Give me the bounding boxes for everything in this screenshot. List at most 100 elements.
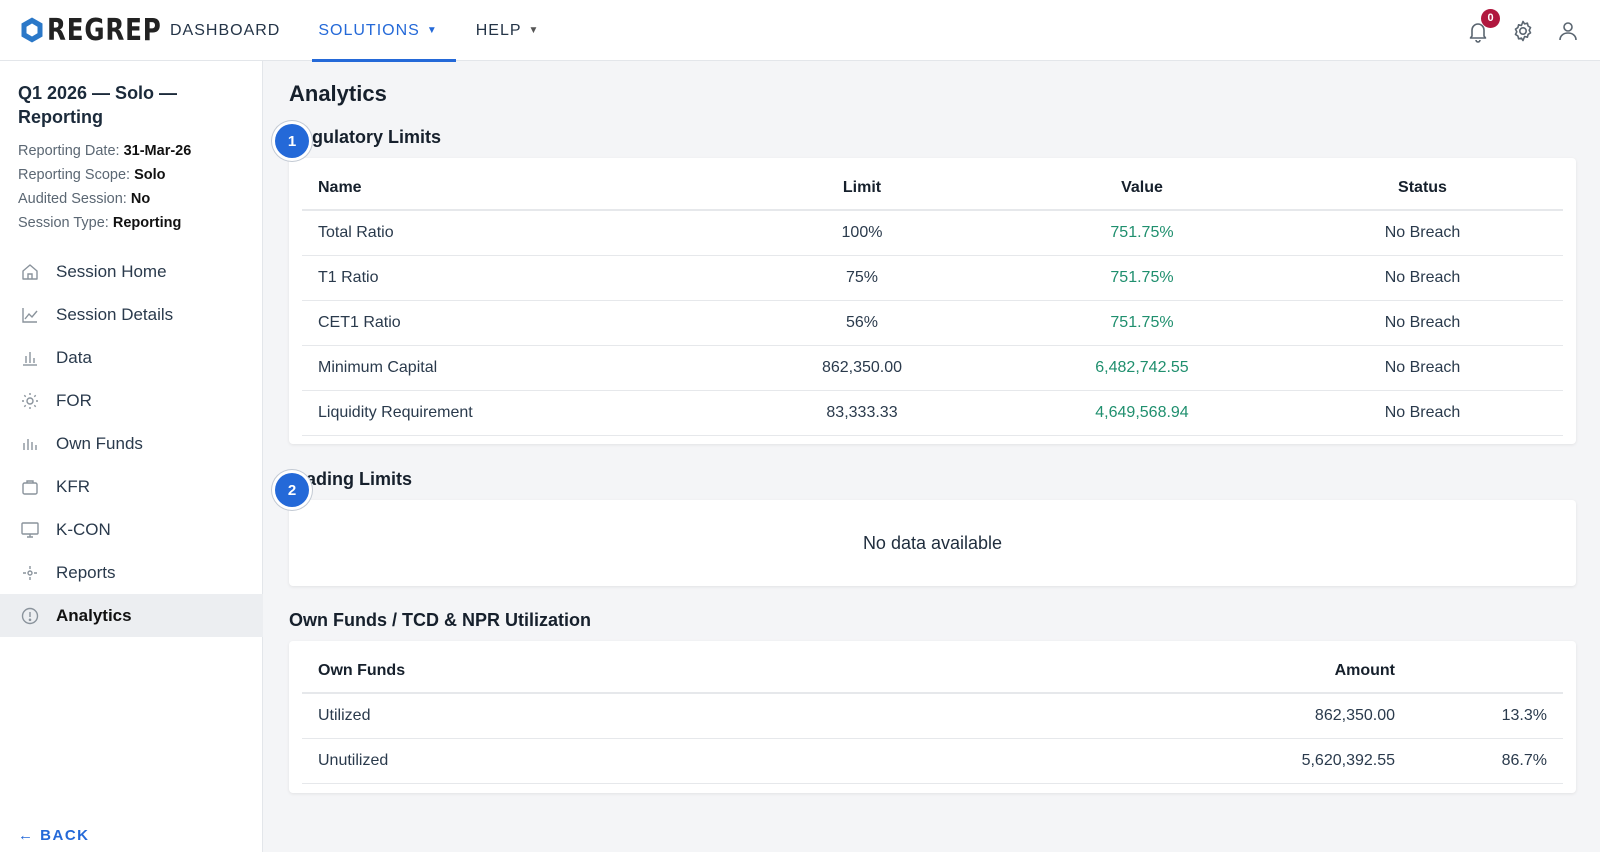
meta-value: Reporting [112, 215, 182, 231]
table-row: Liquidity Requirement 83,333.33 4,649,56… [302, 390, 1563, 436]
cell-status: No Breach [1282, 345, 1563, 391]
trading-limits-card: No data available [289, 500, 1576, 586]
table-header-row: Own Funds Amount [302, 649, 1563, 694]
crosshair-icon [23, 565, 37, 580]
table-row: CET1 Ratio 56% 751.75% No Breach [302, 300, 1563, 346]
sidebar-item-label: Reports [56, 562, 116, 582]
tour-step-badge[interactable]: 2 [275, 473, 309, 507]
page-title: Analytics [289, 81, 387, 106]
user-icon [1559, 21, 1577, 40]
sidebar-item-label: Own Funds [56, 433, 143, 453]
sidebar-item-label: KFR [56, 476, 90, 496]
home-icon [22, 263, 38, 280]
briefcase-icon [22, 479, 38, 495]
logo-text: REGREP [47, 12, 162, 48]
cell-status: No Breach [1282, 210, 1563, 256]
cell-status: No Breach [1282, 255, 1563, 301]
cell-limit: 862,350.00 [722, 345, 1002, 391]
nav-solutions-label: SOLUTIONS [318, 21, 420, 39]
settings-button[interactable] [1511, 19, 1535, 43]
bars-icon [23, 438, 37, 450]
sidebar-item-k-con[interactable]: K-CON [0, 508, 263, 551]
sidebar-item-label: Session Details [56, 304, 174, 324]
sidebar-item-session-home[interactable]: Session Home [0, 250, 263, 293]
cell-name: Liquidity Requirement [302, 390, 722, 436]
cell-limit: 83,333.33 [722, 390, 1002, 436]
meta-value: Solo [134, 167, 166, 183]
meta-session-type: Session Type: Reporting [18, 211, 191, 235]
table-row: Utilized 862,350.00 13.3% [302, 693, 1563, 739]
cell-name: T1 Ratio [302, 255, 722, 301]
gear-icon [1514, 20, 1532, 41]
table-row: T1 Ratio 75% 751.75% No Breach [302, 255, 1563, 301]
cell-percent: 86.7% [1411, 738, 1563, 784]
sidebar-item-label: K-CON [56, 519, 111, 539]
col-header-name: Name [302, 166, 722, 211]
notification-badge: 0 [1481, 8, 1500, 28]
nav-dashboard[interactable]: DASHBOARD [158, 0, 292, 61]
empty-state-text: No data available [862, 532, 1003, 553]
nav-help[interactable]: HELP ▼ [464, 0, 552, 61]
main-nav: DASHBOARD SOLUTIONS ▼ HELP ▼ [158, 0, 565, 62]
cell-status: No Breach [1282, 390, 1563, 436]
col-header-limit: Limit [722, 166, 1002, 211]
sidebar-item-session-details[interactable]: Session Details [0, 293, 263, 336]
bell-icon [1469, 22, 1487, 43]
nav-dashboard-label: DASHBOARD [170, 21, 281, 39]
top-bar: REGREP DASHBOARD SOLUTIONS ▼ HELP ▼ 0 [0, 0, 1600, 62]
info-circle-icon [21, 607, 39, 624]
meta-label: Reporting Date: [18, 143, 124, 159]
trading-limits-title: Trading Limits [289, 469, 413, 489]
cell-name: CET1 Ratio [302, 300, 722, 346]
table-row: Minimum Capital 862,350.00 6,482,742.55 … [302, 345, 1563, 391]
cell-value: 6,482,742.55 [1002, 345, 1282, 391]
sidebar-item-label: Data [56, 347, 92, 367]
cell-name: Minimum Capital [302, 345, 722, 391]
sidebar-item-for[interactable]: FOR [0, 379, 263, 422]
own-funds-title: Own Funds / TCD & NPR Utilization [289, 610, 591, 630]
meta-reporting-scope: Reporting Scope: Solo [18, 163, 191, 187]
sidebar-item-own-funds[interactable]: Own Funds [0, 422, 263, 465]
sidebar-item-label: Session Home [56, 261, 167, 281]
sidebar-menu: Session Home Session Details Data FOR Ow… [0, 250, 263, 637]
sidebar-item-analytics[interactable]: Analytics [0, 594, 263, 637]
caret-down-icon: ▼ [426, 25, 438, 36]
sidebar-item-kfr[interactable]: KFR [0, 465, 263, 508]
meta-reporting-date: Reporting Date: 31-Mar-26 [18, 139, 191, 163]
nav-solutions[interactable]: SOLUTIONS ▼ [306, 0, 457, 62]
cell-name: Total Ratio [302, 210, 722, 256]
cell-label: Utilized [302, 693, 1051, 739]
sidebar-item-data[interactable]: Data [0, 336, 263, 379]
cell-value: 751.75% [1002, 210, 1282, 256]
bar-chart-icon [23, 351, 37, 366]
sun-icon [22, 392, 38, 409]
sidebar-item-label: Analytics [56, 605, 132, 625]
meta-audited-session: Audited Session: No [18, 187, 191, 211]
sidebar: Q1 2026 — Solo — Reporting Reporting Dat… [0, 61, 263, 852]
meta-label: Audited Session: [18, 191, 131, 207]
col-header-percent [1411, 649, 1563, 694]
col-header-amount: Amount [1051, 649, 1411, 694]
own-funds-table: Own Funds Amount Utilized 862,350.00 13.… [302, 649, 1563, 784]
app-logo[interactable]: REGREP [20, 12, 187, 48]
user-button[interactable] [1556, 19, 1580, 43]
meta-label: Session Type: [18, 215, 113, 231]
back-button[interactable]: ← BACK [18, 827, 90, 844]
monitor-icon [21, 521, 39, 538]
meta-value: No [130, 191, 151, 207]
notifications-button[interactable]: 0 [1466, 8, 1500, 43]
cell-percent: 13.3% [1411, 693, 1563, 739]
regulatory-limits-title: Regulatory Limits [289, 127, 442, 147]
col-header-status: Status [1282, 166, 1563, 211]
meta-value: 31-Mar-26 [123, 143, 192, 159]
session-title: Q1 2026 — Solo — Reporting [18, 83, 178, 127]
cell-limit: 56% [722, 300, 1002, 346]
sidebar-item-reports[interactable]: Reports [0, 551, 263, 594]
cell-value: 4,649,568.94 [1002, 390, 1282, 436]
cell-label: Unutilized [302, 738, 1051, 784]
line-chart-icon [22, 307, 38, 323]
cell-amount: 862,350.00 [1051, 693, 1411, 739]
top-icons: 0 [1445, 0, 1580, 61]
cell-limit: 100% [722, 210, 1002, 256]
tour-step-badge[interactable]: 1 [275, 124, 309, 158]
